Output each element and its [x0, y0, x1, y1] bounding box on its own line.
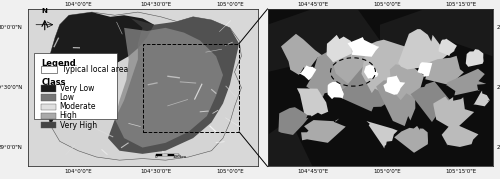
- Text: 100km: 100km: [172, 155, 186, 159]
- Polygon shape: [298, 65, 316, 80]
- Bar: [42, 95, 56, 101]
- Text: 105°0'0"E: 105°0'0"E: [373, 169, 400, 174]
- Polygon shape: [268, 119, 312, 166]
- Bar: [42, 104, 56, 110]
- Text: 29°0'0"N: 29°0'0"N: [497, 145, 500, 150]
- Text: 104°30'0"E: 104°30'0"E: [140, 2, 172, 7]
- Polygon shape: [332, 48, 375, 91]
- Text: 105°0'0"E: 105°0'0"E: [216, 2, 244, 7]
- Text: 29°0'0"N: 29°0'0"N: [0, 145, 23, 150]
- Text: Legend: Legend: [42, 59, 76, 68]
- Bar: [42, 66, 58, 73]
- Polygon shape: [281, 34, 324, 75]
- Polygon shape: [390, 62, 424, 100]
- Polygon shape: [328, 82, 344, 99]
- Bar: [42, 85, 56, 92]
- Bar: [162, 154, 168, 156]
- Polygon shape: [423, 56, 464, 84]
- Polygon shape: [376, 80, 416, 126]
- Text: 104°0'0"E: 104°0'0"E: [64, 2, 92, 7]
- Text: 105°15'0"E: 105°15'0"E: [446, 2, 476, 7]
- Text: 104°45'0"E: 104°45'0"E: [297, 2, 328, 7]
- Polygon shape: [301, 118, 346, 143]
- Bar: [174, 154, 180, 156]
- Text: 29°15'0"N: 29°15'0"N: [497, 85, 500, 90]
- Polygon shape: [46, 12, 242, 160]
- Polygon shape: [326, 35, 352, 62]
- Text: Low: Low: [60, 93, 74, 102]
- Polygon shape: [306, 52, 359, 97]
- Text: 0: 0: [155, 155, 158, 159]
- Polygon shape: [398, 29, 448, 69]
- Polygon shape: [366, 121, 398, 148]
- Bar: [168, 154, 173, 156]
- Bar: [34, 53, 117, 119]
- Polygon shape: [474, 91, 490, 106]
- Polygon shape: [337, 63, 400, 112]
- Text: 105°0'0"E: 105°0'0"E: [373, 2, 400, 7]
- Text: 105°0'0"E: 105°0'0"E: [216, 169, 244, 174]
- Polygon shape: [108, 17, 239, 154]
- Text: Very Low: Very Low: [60, 84, 94, 93]
- Text: 104°45'0"E: 104°45'0"E: [297, 169, 328, 174]
- Bar: [156, 154, 162, 156]
- Polygon shape: [466, 49, 483, 67]
- Polygon shape: [278, 107, 308, 135]
- Polygon shape: [115, 28, 223, 147]
- Bar: [42, 122, 56, 128]
- Polygon shape: [434, 96, 474, 130]
- Text: 104°0'0"E: 104°0'0"E: [64, 169, 92, 174]
- Text: Typical local area: Typical local area: [62, 65, 128, 74]
- Polygon shape: [394, 126, 428, 153]
- Polygon shape: [442, 119, 478, 147]
- Polygon shape: [297, 88, 328, 117]
- Text: Very High: Very High: [60, 120, 97, 130]
- Polygon shape: [46, 12, 154, 125]
- Polygon shape: [446, 69, 486, 95]
- Polygon shape: [410, 81, 452, 122]
- Polygon shape: [438, 39, 457, 56]
- Polygon shape: [362, 40, 406, 93]
- Text: Class: Class: [42, 78, 66, 87]
- Text: Moderate: Moderate: [60, 102, 96, 111]
- Polygon shape: [380, 9, 492, 56]
- Polygon shape: [418, 62, 432, 77]
- Polygon shape: [348, 37, 379, 58]
- Text: N: N: [42, 8, 48, 14]
- Text: 30°0'0"N: 30°0'0"N: [0, 25, 23, 30]
- Polygon shape: [268, 9, 380, 72]
- Text: 29°30'0"N: 29°30'0"N: [0, 85, 23, 90]
- Text: 104°30'0"E: 104°30'0"E: [140, 169, 172, 174]
- Text: High: High: [60, 111, 78, 120]
- Text: 105°15'0"E: 105°15'0"E: [446, 169, 476, 174]
- Bar: [42, 113, 56, 119]
- Polygon shape: [384, 75, 405, 95]
- Text: 29°30'0"N: 29°30'0"N: [497, 25, 500, 30]
- Polygon shape: [364, 65, 378, 80]
